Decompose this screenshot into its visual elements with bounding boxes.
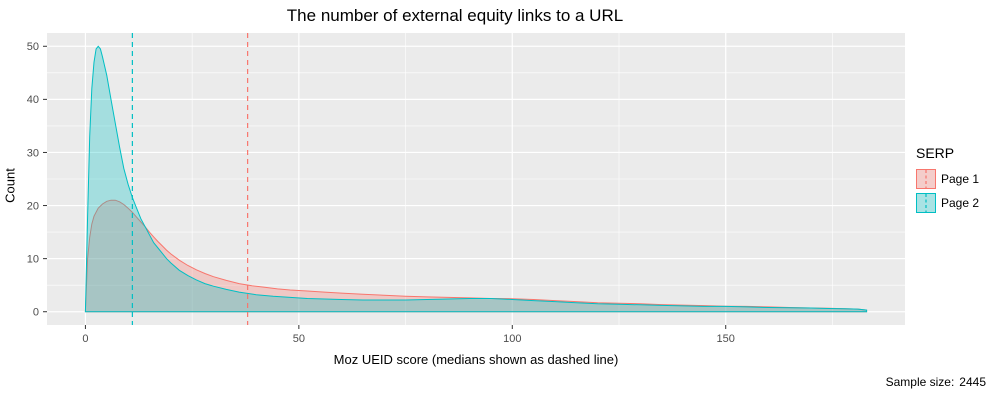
sample-size-label: Sample size: xyxy=(885,375,955,389)
legend-entry-page2: Page 2 xyxy=(916,193,1000,213)
legend-label-page2: Page 2 xyxy=(941,196,980,210)
sample-size-note: Sample size: 2445 xyxy=(886,375,986,389)
legend: SERP Page 1 Page 2 xyxy=(916,145,1000,217)
svg-text:50: 50 xyxy=(27,41,39,53)
svg-text:100: 100 xyxy=(503,333,521,345)
svg-text:20: 20 xyxy=(27,200,39,212)
sample-size-value: 2445 xyxy=(959,375,986,389)
legend-label-page1: Page 1 xyxy=(941,172,980,186)
y-axis-label: Count xyxy=(2,168,18,203)
legend-title: SERP xyxy=(916,145,955,161)
legend-key-page1-icon xyxy=(916,169,936,189)
chart-title: The number of external equity links to a… xyxy=(286,6,624,25)
svg-text:0: 0 xyxy=(33,307,39,319)
chart-plot-area: 0 50 100 150 0 10 20 30 40 50 xyxy=(27,33,905,345)
legend-entry-page1: Page 1 xyxy=(916,169,1000,189)
svg-text:30: 30 xyxy=(27,147,39,159)
x-axis-label: Moz UEID score (medians shown as dashed … xyxy=(333,352,619,367)
legend-key-page2-icon xyxy=(916,193,936,213)
svg-text:0: 0 xyxy=(82,333,88,345)
svg-text:50: 50 xyxy=(293,333,305,345)
svg-text:40: 40 xyxy=(27,94,39,106)
svg-text:10: 10 xyxy=(27,253,39,265)
svg-text:150: 150 xyxy=(717,333,735,345)
